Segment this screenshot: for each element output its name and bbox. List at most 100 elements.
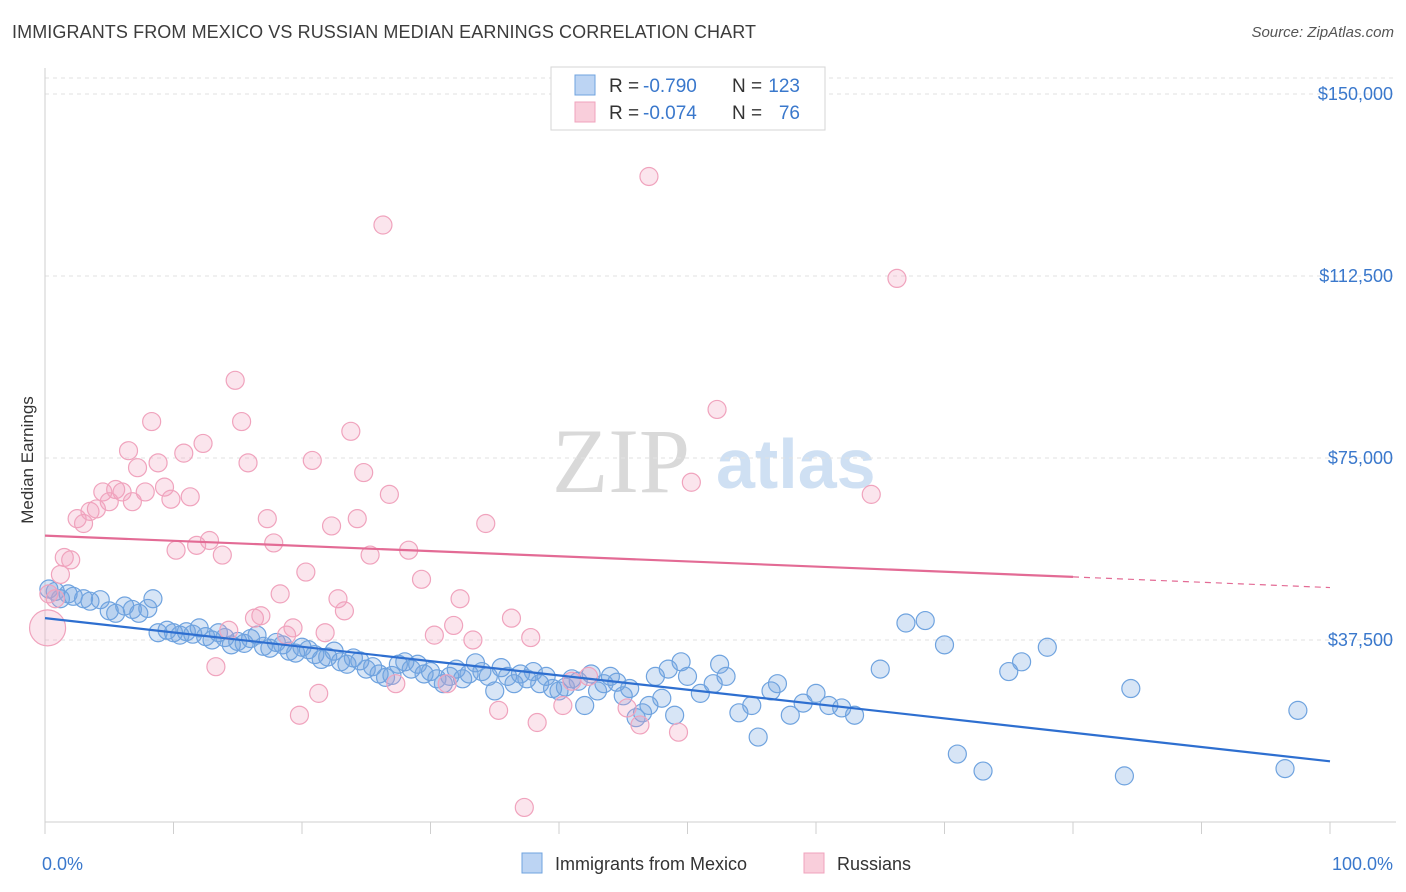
russians-point-36 <box>257 509 277 529</box>
legend-swatch-mexico <box>574 74 596 96</box>
mexico-point-95 <box>665 705 685 725</box>
legend: R = -0.790 N = 123 R = -0.074 N = 76 <box>550 66 826 131</box>
russians-point-68 <box>527 712 547 733</box>
series-legend-label-russians: Russians <box>837 854 911 874</box>
trend-line-russians-extension <box>1072 576 1331 589</box>
series-russians-points <box>28 166 907 818</box>
russians-point-18 <box>142 411 162 432</box>
russians-point-37 <box>264 533 284 553</box>
russians-point-58 <box>424 625 444 645</box>
x-tick-label-1: 100.0% <box>1332 854 1393 874</box>
x-tick-label-0: 0.0% <box>42 854 83 874</box>
legend-n-value-russians: 76 <box>779 103 800 124</box>
russians-point-16 <box>127 458 148 478</box>
russians-point-47 <box>328 589 348 609</box>
source-credit: Source: ZipAtlas.com <box>1251 24 1394 41</box>
mexico-point-13 <box>138 598 158 619</box>
russians-point-23 <box>174 443 194 463</box>
russians-point-63 <box>476 513 496 534</box>
mexico-point-116 <box>934 635 955 655</box>
mexico-point-97 <box>677 666 698 686</box>
legend-n-label-mexico: N = <box>732 76 762 97</box>
trend-lines <box>44 534 1331 763</box>
watermark: ZIP atlas <box>552 410 876 512</box>
russians-point-24 <box>180 487 200 507</box>
russians-point-61 <box>450 589 470 609</box>
russians-point-66 <box>514 797 534 818</box>
mexico-point-93 <box>652 688 672 708</box>
mexico-point-87 <box>613 686 633 706</box>
russians-point-74 <box>639 166 659 187</box>
russians-point-27 <box>199 530 220 551</box>
chart-title: IMMIGRANTS FROM MEXICO VS RUSSIAN MEDIAN… <box>12 22 757 42</box>
mexico-point-81 <box>575 695 595 716</box>
watermark-atlas: atlas <box>716 425 876 503</box>
russians-point-22 <box>166 540 186 560</box>
russians-point-7 <box>73 513 94 534</box>
russians-point-0 <box>28 609 67 647</box>
russians-point-2 <box>45 589 65 609</box>
russians-point-5 <box>61 550 81 570</box>
mexico-point-57 <box>420 661 441 682</box>
russians-point-77 <box>707 399 727 420</box>
russians-point-69 <box>553 695 573 716</box>
russians-point-33 <box>238 453 258 473</box>
russians-point-45 <box>315 623 335 643</box>
mexico-point-103 <box>742 695 762 716</box>
russians-point-19 <box>148 453 168 473</box>
russians-point-49 <box>341 421 361 441</box>
russians-point-43 <box>302 450 322 471</box>
mexico-point-121 <box>1037 637 1057 657</box>
mexico-point-83 <box>587 681 608 701</box>
russians-point-13 <box>112 482 132 502</box>
russians-point-11 <box>99 492 119 512</box>
y-tick-label-3: $150,000 <box>1318 84 1393 104</box>
russians-point-73 <box>630 715 650 735</box>
mexico-point-101 <box>716 666 736 686</box>
mexico-point-12 <box>129 603 149 623</box>
russians-point-53 <box>373 215 393 235</box>
mexico-point-70 <box>504 674 524 694</box>
y-axis-label: Median Earnings <box>18 396 37 524</box>
russians-point-54 <box>379 484 399 504</box>
russians-point-65 <box>501 608 522 628</box>
mexico-point-100 <box>710 654 730 674</box>
series-legend-swatch-russians <box>803 852 825 874</box>
mexico-point-125 <box>1288 700 1308 720</box>
russians-point-67 <box>521 627 541 648</box>
mexico-point-75 <box>536 666 556 686</box>
mexico-point-123 <box>1121 678 1141 699</box>
mexico-point-48 <box>363 657 383 677</box>
russians-point-44 <box>309 683 329 703</box>
gridlines <box>45 77 1396 641</box>
russians-point-35 <box>251 606 271 626</box>
russians-point-26 <box>193 433 213 454</box>
legend-box <box>550 66 826 131</box>
y-tick-label-0: $37,500 <box>1328 630 1393 650</box>
legend-n-value-mexico: 123 <box>768 76 800 97</box>
mexico-point-74 <box>530 674 550 694</box>
mexico-point-118 <box>973 761 993 781</box>
mexico-point-30 <box>247 625 267 645</box>
russians-point-42 <box>296 562 316 582</box>
mexico-point-115 <box>915 610 935 631</box>
mexico-point-109 <box>806 683 826 703</box>
series-legend: Immigrants from Mexico Russians <box>521 852 911 874</box>
russians-point-14 <box>118 441 139 461</box>
russians-point-38 <box>270 584 290 604</box>
mexico-point-113 <box>870 659 890 679</box>
mexico-point-67 <box>485 681 505 701</box>
trend-line-russians <box>44 534 1074 578</box>
russians-point-20 <box>154 477 175 497</box>
mexico-point-124 <box>1275 759 1295 779</box>
russians-point-31 <box>225 370 245 390</box>
legend-r-value-mexico: -0.790 <box>643 76 697 97</box>
mexico-point-6 <box>80 591 100 611</box>
series-legend-swatch-mexico <box>521 852 543 874</box>
y-tick-label-1: $75,000 <box>1328 448 1393 468</box>
russians-point-15 <box>122 492 142 512</box>
legend-r-value-russians: -0.074 <box>643 103 697 124</box>
watermark-zip: ZIP <box>552 410 690 512</box>
russians-point-75 <box>668 722 689 742</box>
